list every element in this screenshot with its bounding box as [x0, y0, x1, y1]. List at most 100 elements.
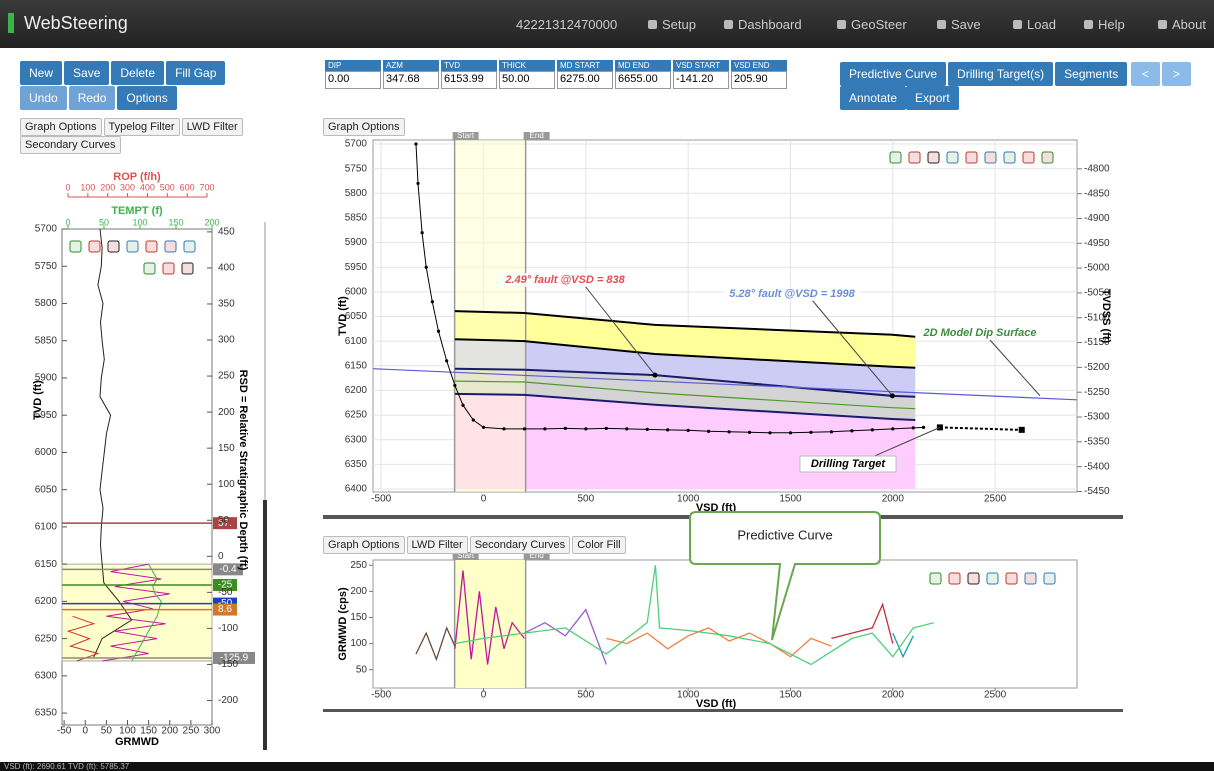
nav-item[interactable]: Save: [937, 17, 981, 32]
nav-item[interactable]: About: [1158, 17, 1206, 32]
y-tick-label: 250: [350, 560, 367, 571]
surface-line: [454, 310, 916, 338]
tab-row: Graph Options: [323, 118, 405, 136]
tab[interactable]: Graph Options: [323, 118, 405, 136]
button[interactable]: New: [20, 61, 63, 85]
annotation: 2.49° fault @VSD = 838: [504, 274, 625, 286]
tool-icon: [181, 262, 194, 275]
x-tick-label: 2000: [882, 494, 905, 505]
y2-tick-label: -4800: [1084, 163, 1110, 174]
y2-tick-label: -4900: [1084, 213, 1110, 224]
well-point: [911, 426, 915, 430]
y-tick-label: 6100: [345, 336, 368, 347]
well-point: [727, 430, 731, 434]
y2-tick-label: -100: [218, 623, 238, 634]
tab[interactable]: Secondary Curves: [20, 136, 121, 154]
tab[interactable]: Graph Options: [323, 536, 405, 554]
param-field[interactable]: MD START 6275.00: [557, 60, 613, 89]
param-field[interactable]: TVD 6153.99: [441, 60, 497, 89]
button[interactable]: Undo: [20, 86, 67, 110]
param-field[interactable]: VSD END 205.90: [731, 60, 787, 89]
tab[interactable]: LWD Filter: [181, 118, 243, 136]
param-value[interactable]: 205.90: [731, 71, 787, 89]
nav-item[interactable]: GeoSteer: [837, 17, 907, 32]
param-label: DIP: [325, 60, 381, 71]
y2-axis-title: TVDSS (ft): [1100, 289, 1112, 344]
param-value[interactable]: 50.00: [499, 71, 555, 89]
y-tick-label: 6150: [35, 559, 58, 570]
param-field[interactable]: MD END 6655.00: [615, 60, 671, 89]
param-row: DIP 0.00 AZM 347.68 TVD 6153.99 THICK 50.00 MD S…: [325, 60, 787, 89]
tool-icon: [107, 240, 120, 253]
tab[interactable]: Color Fill: [572, 536, 626, 554]
tab[interactable]: Secondary Curves: [469, 536, 571, 554]
param-value[interactable]: 0.00: [325, 71, 381, 89]
well-point: [625, 427, 629, 431]
y2-tick-label: -5300: [1084, 412, 1110, 423]
well-point: [502, 427, 506, 431]
button[interactable]: Annotate: [840, 86, 907, 110]
tab-row: Secondary Curves: [20, 136, 121, 154]
nav-item[interactable]: Setup: [648, 17, 696, 32]
separator: [323, 709, 1123, 712]
nav-item[interactable]: Dashboard: [724, 17, 802, 32]
button[interactable]: Predictive Curve: [840, 62, 947, 86]
button[interactable]: Delete: [111, 61, 165, 85]
y2-tick-label: -200: [218, 695, 238, 706]
tool-icon: [69, 240, 82, 253]
well-point: [424, 265, 428, 269]
well-point: [686, 428, 690, 432]
param-value[interactable]: 6655.00: [615, 71, 671, 89]
marker-label: 8.6: [218, 604, 232, 615]
well-point: [584, 427, 588, 431]
gr-curve: [415, 626, 456, 662]
button[interactable]: Options: [117, 86, 177, 110]
tool-icon: [929, 572, 942, 585]
tab[interactable]: Graph Options: [20, 118, 102, 136]
well-point: [891, 427, 895, 431]
y2-tick-label: -5400: [1084, 461, 1110, 472]
y2-tick-label: 450: [218, 227, 235, 238]
top-tick-label: 100: [80, 182, 95, 192]
tab[interactable]: LWD Filter: [406, 536, 468, 554]
button[interactable]: Segments: [1055, 62, 1128, 86]
x-axis-title: VSD (ft): [696, 502, 737, 514]
y2-axis-title: RSD = Relative Stratigraphic Depth (ft): [237, 370, 249, 571]
param-field[interactable]: THICK 50.00: [499, 60, 555, 89]
log-curve: [93, 228, 133, 658]
param-field[interactable]: DIP 0.00: [325, 60, 381, 89]
button[interactable]: Drilling Target(s): [948, 62, 1054, 86]
param-field[interactable]: VSD START -141.20: [673, 60, 729, 89]
y-tick-label: 6200: [345, 385, 368, 396]
y2-tick-label: 400: [218, 263, 235, 274]
button[interactable]: Export: [906, 86, 959, 110]
button[interactable]: Redo: [68, 86, 116, 110]
button[interactable]: <: [1131, 62, 1161, 86]
button[interactable]: Fill Gap: [166, 61, 226, 85]
tab[interactable]: Typelog Filter: [103, 118, 180, 136]
param-value[interactable]: 347.68: [383, 71, 439, 89]
window-label: End: [530, 131, 544, 140]
button[interactable]: >: [1162, 62, 1192, 86]
action-row: Annotate Export: [840, 86, 959, 110]
param-value[interactable]: 6153.99: [441, 71, 497, 89]
x-tick-label: 1500: [779, 690, 802, 701]
param-field[interactable]: AZM 347.68: [383, 60, 439, 89]
nav-item[interactable]: Help: [1084, 17, 1125, 32]
brand[interactable]: WebSteering: [8, 13, 128, 33]
x-tick-label: 50: [101, 726, 113, 737]
x-tick-label: 100: [119, 726, 136, 737]
window-tag: [523, 132, 550, 140]
marker-tag: [213, 578, 237, 591]
param-value[interactable]: -141.20: [673, 71, 729, 89]
window-band: [454, 560, 526, 688]
button[interactable]: Save: [64, 61, 110, 85]
x-tick-label: 500: [577, 690, 594, 701]
layer-fill: [454, 339, 916, 397]
param-value[interactable]: 6275.00: [557, 71, 613, 89]
annotation-box: [497, 273, 633, 287]
log-curve: [131, 563, 162, 662]
nav-item[interactable]: Load: [1013, 17, 1056, 32]
y2-tick-label: -5200: [1084, 362, 1110, 373]
marker-label: 57.: [218, 518, 232, 529]
